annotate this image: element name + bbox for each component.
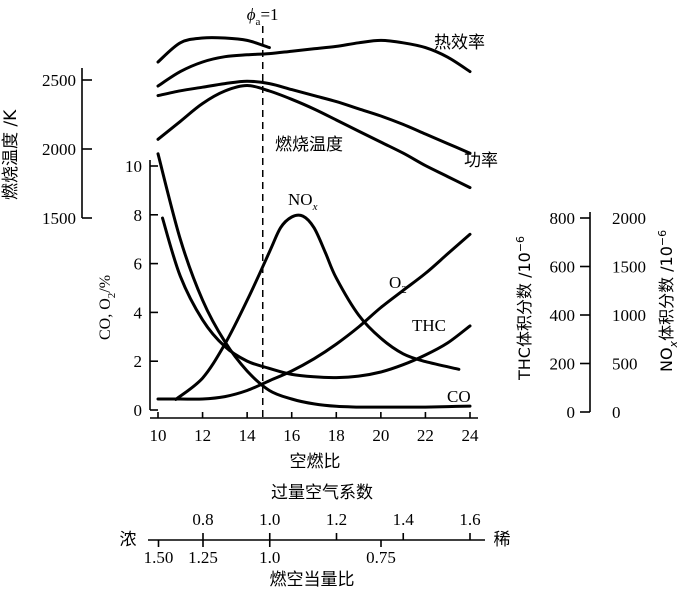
thc-tick-label: 0: [567, 403, 576, 422]
excess-air-tick-label: 1.2: [326, 510, 347, 529]
excess-air-tick-label: 1.4: [393, 510, 415, 529]
x-axis-label: 空燃比: [290, 452, 341, 472]
stoichiometric-label: ϕa=1: [247, 5, 279, 28]
co-o2-axis-label: CO, O2/%: [97, 275, 118, 340]
co-o2-tick-label: 0: [134, 401, 143, 420]
series-O₂: [156, 232, 472, 401]
equivalence-ratio-label: 燃空当量比: [270, 570, 355, 590]
excess-air-tick-label: 1.0: [259, 510, 280, 529]
x-tick-label: 14: [239, 426, 257, 445]
thc-tick-label: 400: [550, 306, 576, 325]
curve-label-热效率: 热效率: [434, 33, 485, 53]
co-o2-tick-label: 10: [125, 157, 142, 176]
curve-label-O₂: O2: [389, 273, 407, 296]
co-o2-tick-label: 6: [134, 255, 143, 274]
curve-label-功率: 功率: [464, 151, 498, 171]
nox-axis-label: NOx体积分数 /10−6: [656, 230, 680, 372]
nox-tick-label: 1500: [612, 258, 646, 277]
equivalence-tick-label: 0.75: [366, 548, 396, 567]
excess-air-label: 过量空气系数: [271, 483, 373, 503]
x-tick-label: 16: [283, 426, 300, 445]
temperature-tick-label: 2500: [42, 71, 76, 90]
series-NOₓ: [174, 213, 461, 401]
series-燃烧温度: [156, 83, 472, 190]
curve-label-NOₓ: NOx: [288, 190, 318, 213]
excess-air-tick-label: 0.8: [192, 510, 213, 529]
lean-label: 稀: [494, 530, 511, 550]
series-CO: [156, 152, 472, 409]
curves-layer: [156, 36, 472, 409]
equivalence-tick-label: 1.50: [144, 548, 174, 567]
temperature-tick-label: 1500: [42, 209, 76, 228]
series-功率: [156, 79, 472, 155]
nox-tick-label: 0: [612, 403, 621, 422]
x-tick-label: 12: [194, 426, 211, 445]
temperature-tick-label: 2000: [42, 140, 76, 159]
x-tick-label: 22: [417, 426, 434, 445]
curve-label-CO: CO: [447, 387, 471, 406]
co-o2-tick-label: 2: [134, 352, 143, 371]
nox-tick-label: 1000: [612, 306, 646, 325]
series-热效率: [156, 38, 472, 88]
x-tick-label: 20: [372, 426, 389, 445]
x-tick-label: 18: [328, 426, 345, 445]
series-热效率_top: [156, 36, 271, 64]
curve-label-THC: THC: [412, 316, 446, 335]
equivalence-tick-label: 1.25: [188, 548, 218, 567]
curve-label-燃烧温度: 燃烧温度: [275, 135, 343, 155]
thc-axis-label: THC体积分数 /10−6: [514, 236, 534, 381]
co-o2-tick-label: 4: [134, 303, 143, 322]
nox-tick-label: 2000: [612, 209, 646, 228]
nox-tick-label: 500: [612, 355, 638, 374]
equivalence-tick-label: 1.0: [259, 548, 280, 567]
thc-tick-label: 800: [550, 209, 576, 228]
excess-air-tick-label: 1.6: [459, 510, 480, 529]
series-THC: [161, 216, 472, 380]
temperature-axis-label: 燃烧温度 /K: [1, 109, 21, 200]
x-tick-label: 10: [150, 426, 167, 445]
thc-tick-label: 600: [550, 258, 576, 277]
x-tick-label: 24: [462, 426, 480, 445]
thc-tick-label: 200: [550, 355, 576, 374]
co-o2-tick-label: 8: [134, 206, 143, 225]
rich-label: 浓: [120, 530, 137, 550]
